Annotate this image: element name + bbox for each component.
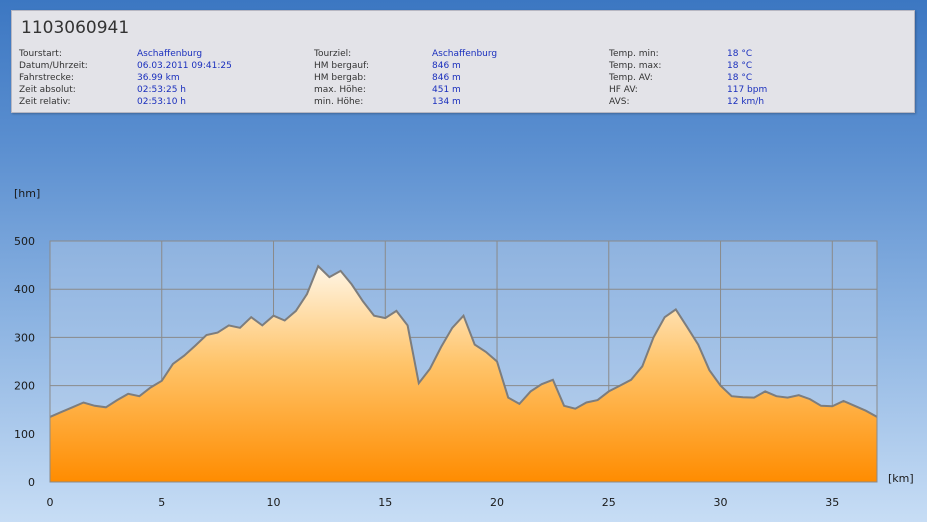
info-column-2: Tourziel: Aschaffenburg HM bergauf: 846 m …	[314, 48, 497, 108]
x-tick-label: 0	[47, 496, 54, 509]
info-value: 451 m	[432, 85, 461, 95]
info-label: Temp. max:	[609, 61, 662, 71]
y-tick-label: 100	[14, 428, 35, 441]
info-row-hf-av: HF AV: 117 bpm	[609, 84, 767, 96]
x-tick-label: 15	[378, 496, 392, 509]
info-label: Zeit relativ:	[19, 97, 71, 107]
info-row-hm-bergauf: HM bergauf: 846 m	[314, 60, 497, 72]
info-value: 846 m	[432, 61, 461, 71]
plot-border	[49, 240, 878, 483]
info-row-zeit-absolut: Zeit absolut: 02:53:25 h	[19, 84, 232, 96]
info-row-min-hoehe: min. Höhe: 134 m	[314, 96, 497, 108]
info-row-tourstart: Tourstart: Aschaffenburg	[19, 48, 232, 60]
x-axis-ticks: 0 5 10 15 20 25 30 35	[47, 496, 840, 509]
info-label: min. Höhe:	[314, 97, 364, 107]
info-label: Zeit absolut:	[19, 85, 76, 95]
info-value: Aschaffenburg	[137, 49, 203, 59]
y-tick-label: 400	[14, 283, 35, 296]
info-value: 18 °C	[727, 61, 753, 71]
info-value: 846 m	[432, 73, 461, 83]
y-axis-label: [hm]	[14, 187, 40, 200]
y-tick-label: 200	[14, 380, 35, 393]
info-value: 18 °C	[727, 49, 753, 59]
x-tick-label: 20	[490, 496, 504, 509]
info-row-tourziel: Tourziel: Aschaffenburg	[314, 48, 497, 60]
info-row-temp-min: Temp. min: 18 °C	[609, 48, 767, 60]
info-label: Tourstart:	[19, 49, 62, 59]
info-row-fahrstrecke: Fahrstrecke: 36.99 km	[19, 72, 232, 84]
x-tick-label: 35	[825, 496, 839, 509]
info-row-zeit-relativ: Zeit relativ: 02:53:10 h	[19, 96, 232, 108]
info-label: HF AV:	[609, 85, 638, 95]
x-axis-label: [km]	[888, 472, 914, 485]
info-value: Aschaffenburg	[432, 49, 498, 59]
info-row-temp-av: Temp. AV: 18 °C	[609, 72, 767, 84]
info-value: 134 m	[432, 97, 461, 107]
info-row-temp-max: Temp. max: 18 °C	[609, 60, 767, 72]
x-tick-label: 25	[602, 496, 616, 509]
tour-id-title: 1103060941	[21, 18, 130, 38]
y-tick-label: 500	[14, 235, 35, 248]
tour-info-panel: 1103060941 Tourstart: Aschaffenburg Datum…	[11, 10, 915, 113]
info-label: Datum/Uhrzeit:	[19, 61, 88, 71]
info-label: Fahrstrecke:	[19, 73, 74, 83]
info-label: max. Höhe:	[314, 85, 366, 95]
info-value: 117 bpm	[727, 85, 768, 95]
info-column-3: Temp. min: 18 °C Temp. max: 18 °C Temp. AV…	[609, 48, 767, 108]
x-tick-label: 5	[158, 496, 165, 509]
info-value: 06.03.2011 09:41:25	[137, 61, 232, 71]
info-row-hm-bergab: HM bergab: 846 m	[314, 72, 497, 84]
info-value: 18 °C	[727, 73, 753, 83]
info-row-avs: AVS: 12 km/h	[609, 96, 767, 108]
x-tick-label: 10	[267, 496, 281, 509]
info-column-1: Tourstart: Aschaffenburg Datum/Uhrzeit: 06…	[19, 48, 232, 108]
info-label: HM bergab:	[314, 73, 367, 83]
y-tick-label: 300	[14, 331, 35, 344]
elevation-line	[49, 264, 878, 418]
info-label: AVS:	[609, 97, 630, 107]
elevation-area	[50, 266, 877, 482]
info-label: Temp. min:	[609, 49, 659, 59]
y-axis-ticks: 0 100 200 300 400 500	[14, 235, 35, 489]
info-value: 02:53:10 h	[137, 97, 186, 107]
info-value: 36.99 km	[137, 73, 180, 83]
info-label: Tourziel:	[314, 49, 352, 59]
info-label: HM bergauf:	[314, 61, 369, 71]
info-row-max-hoehe: max. Höhe: 451 m	[314, 84, 497, 96]
info-row-datum: Datum/Uhrzeit: 06.03.2011 09:41:25	[19, 60, 232, 72]
y-tick-label: 0	[28, 476, 35, 489]
x-tick-label: 30	[714, 496, 728, 509]
info-value: 02:53:25 h	[137, 85, 186, 95]
info-value: 12 km/h	[727, 97, 765, 107]
info-label: Temp. AV:	[609, 73, 653, 83]
